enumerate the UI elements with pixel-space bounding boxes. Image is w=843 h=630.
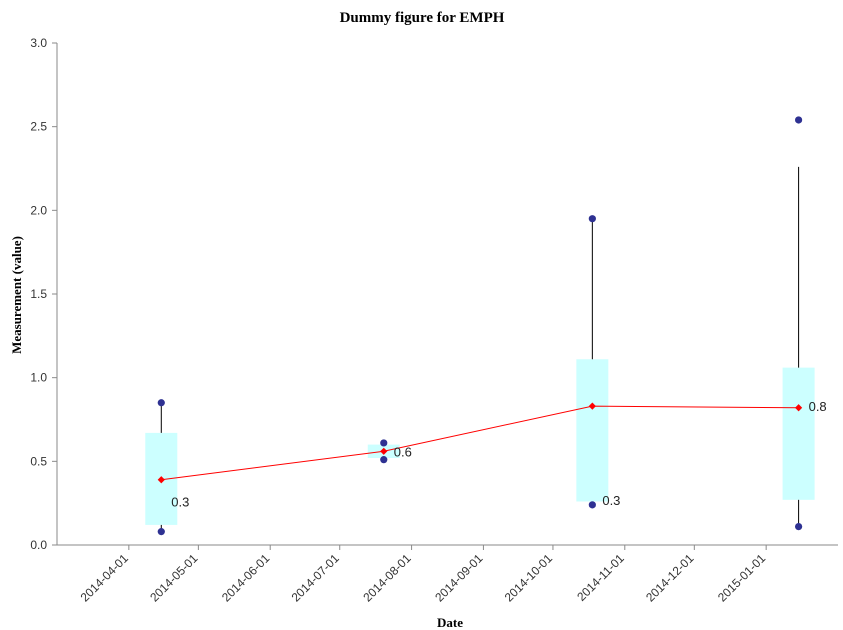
box: [576, 359, 609, 502]
outlier-point: [795, 522, 803, 531]
y-tick-label: 2.0: [30, 203, 47, 217]
box: [782, 367, 815, 500]
y-ticks: 0.0 0.5 1.0 1.5 2.0 2.5 3.0: [30, 36, 57, 552]
outlier-point: [157, 528, 165, 536]
box-series: [145, 359, 815, 525]
x-ticks: 2014-04-01 2014-05-01 2014-06-01 2014-07-01…: [78, 545, 769, 605]
data-label: 0.3: [171, 494, 189, 509]
x-tick-label: 2014-05-01: [147, 551, 201, 605]
outlier-point: [380, 456, 388, 464]
y-tick-label: 2.5: [30, 120, 47, 134]
mean-marker: [795, 404, 803, 412]
mean-marker: [588, 402, 596, 410]
whisker-series: [160, 166, 800, 532]
y-tick-label: 0.5: [30, 454, 47, 468]
outlier-points: [157, 116, 803, 536]
y-axis-label: Measurement (value): [9, 236, 24, 354]
mean-marker: [157, 476, 165, 484]
data-label: 0.8: [809, 399, 827, 414]
outlier-point: [588, 215, 596, 223]
data-labels: 0.3 0.6 0.3 0.8: [171, 399, 826, 509]
y-tick-label: 0.0: [30, 538, 47, 552]
y-tick-label: 3.0: [30, 36, 47, 50]
x-tick-label: 2014-09-01: [432, 551, 486, 605]
x-tick-label: 2015-01-01: [715, 551, 769, 605]
x-tick-label: 2014-06-01: [219, 551, 273, 605]
outlier-point: [380, 439, 388, 447]
outlier-point: [795, 116, 803, 124]
x-tick-label: 2014-04-01: [78, 551, 132, 605]
outlier-point: [157, 399, 165, 407]
y-tick-label: 1.0: [30, 371, 47, 385]
data-label: 0.6: [394, 444, 412, 459]
mean-line-series: [157, 402, 803, 484]
x-tick-label: 2014-08-01: [360, 551, 414, 605]
y-tick-label: 1.5: [30, 287, 47, 301]
data-label: 0.3: [602, 493, 620, 508]
x-tick-label: 2014-10-01: [502, 551, 556, 605]
mean-line: [161, 405, 799, 481]
mean-marker: [380, 447, 388, 455]
chart-title: Dummy figure for EMPH: [340, 10, 505, 26]
x-tick-label: 2014-11-01: [574, 551, 627, 604]
x-tick-label: 2014-07-01: [289, 551, 343, 605]
x-tick-label: 2014-12-01: [643, 551, 697, 605]
outlier-point: [588, 501, 596, 509]
x-axis-label: Date: [437, 615, 463, 630]
